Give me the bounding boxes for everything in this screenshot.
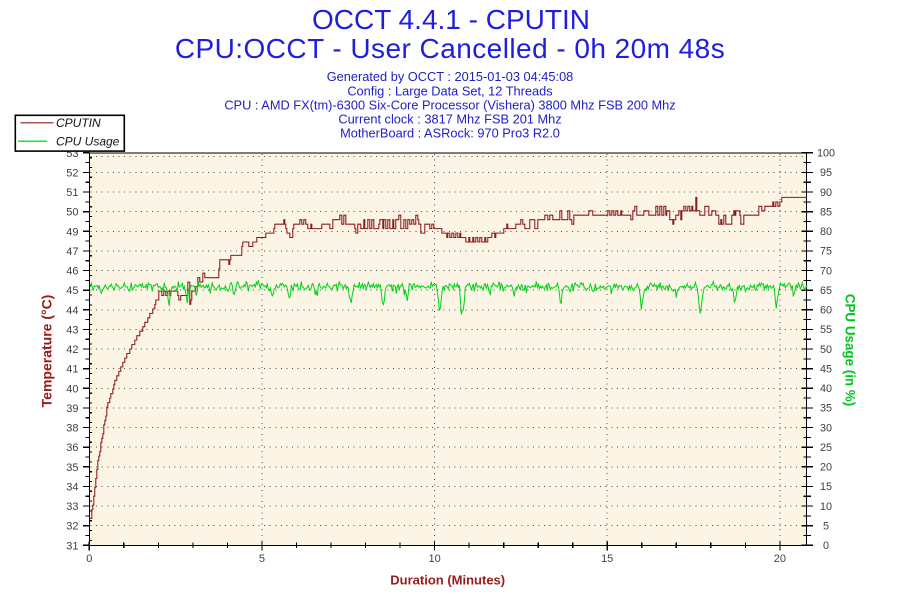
svg-text:CPU Usage (in %): CPU Usage (in %) [843,294,858,406]
svg-text:42: 42 [66,344,78,356]
svg-text:38: 38 [66,423,78,435]
svg-text:34: 34 [66,481,78,493]
svg-text:50: 50 [66,207,78,219]
svg-text:45: 45 [820,364,832,376]
svg-text:MotherBoard : ASRock: 970 Pro3: MotherBoard : ASRock: 970 Pro3 R2.0 [340,126,560,141]
svg-text:44: 44 [66,305,78,317]
svg-text:20: 20 [820,462,832,474]
svg-text:35: 35 [66,462,78,474]
svg-text:5: 5 [823,521,829,533]
svg-text:90: 90 [820,187,832,199]
svg-text:Generated by OCCT : 2015-01-03: Generated by OCCT : 2015-01-03 04:45:08 [327,69,574,84]
svg-text:32: 32 [66,521,78,533]
svg-text:30: 30 [820,422,832,434]
svg-text:85: 85 [820,207,832,219]
svg-text:80: 80 [820,226,832,238]
svg-text:100: 100 [817,148,835,160]
svg-text:40: 40 [820,383,832,395]
svg-text:49: 49 [66,226,78,238]
svg-text:45: 45 [66,285,78,297]
svg-text:46: 46 [66,266,78,278]
svg-text:60: 60 [820,305,832,317]
svg-text:CPU : AMD FX(tm)-6300 Six-Core: CPU : AMD FX(tm)-6300 Six-Core Processor… [224,98,675,113]
svg-text:95: 95 [820,167,832,179]
svg-text:Config : Large Data Set, 12 Th: Config : Large Data Set, 12 Threads [347,83,552,98]
svg-text:47: 47 [66,246,78,258]
svg-text:65: 65 [820,285,832,297]
svg-text:15: 15 [601,553,613,565]
svg-text:35: 35 [820,403,832,415]
svg-text:Temperature (°C): Temperature (°C) [39,295,55,408]
svg-text:20: 20 [774,553,786,565]
svg-text:55: 55 [820,324,832,336]
svg-text:75: 75 [820,246,832,258]
svg-text:41: 41 [66,364,78,376]
svg-text:OCCT 4.4.1 - CPUTIN: OCCT 4.4.1 - CPUTIN [312,4,590,35]
svg-text:15: 15 [820,481,832,493]
svg-text:36: 36 [66,442,78,454]
svg-text:50: 50 [820,344,832,356]
svg-text:51: 51 [66,187,78,199]
svg-text:40: 40 [66,383,78,395]
svg-text:CPU:OCCT - User Cancelled - 0h: CPU:OCCT - User Cancelled - 0h 20m 48s [175,33,725,64]
svg-text:70: 70 [820,265,832,277]
svg-text:43: 43 [66,324,78,336]
svg-text:33: 33 [66,501,78,513]
svg-text:31: 31 [66,540,78,552]
svg-text:25: 25 [820,442,832,454]
svg-text:10: 10 [820,501,832,513]
svg-text:CPUTIN: CPUTIN [56,116,101,130]
svg-text:0: 0 [86,553,92,565]
svg-text:5: 5 [259,553,265,565]
svg-text:0: 0 [823,540,829,552]
svg-text:CPU Usage: CPU Usage [56,134,120,148]
svg-text:Current clock : 3817 Mhz FSB 2: Current clock : 3817 Mhz FSB 201 Mhz [338,111,561,126]
svg-text:10: 10 [428,553,440,565]
svg-text:52: 52 [66,167,78,179]
svg-text:39: 39 [66,403,78,415]
svg-text:Duration (Minutes): Duration (Minutes) [390,573,505,588]
